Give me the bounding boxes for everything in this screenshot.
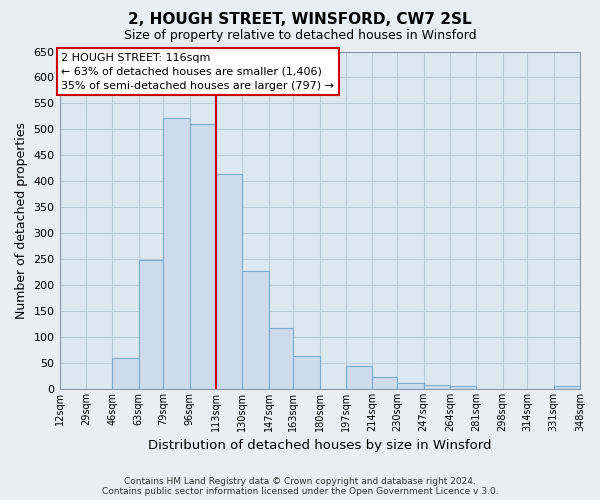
Bar — [163, 118, 190, 389]
Text: 2, HOUGH STREET, WINSFORD, CW7 2SL: 2, HOUGH STREET, WINSFORD, CW7 2SL — [128, 12, 472, 28]
X-axis label: Distribution of detached houses by size in Winsford: Distribution of detached houses by size … — [148, 440, 491, 452]
Bar — [216, 174, 242, 389]
Bar — [346, 366, 373, 389]
Y-axis label: Number of detached properties: Number of detached properties — [15, 122, 28, 319]
Text: Contains HM Land Registry data © Crown copyright and database right 2024.: Contains HM Land Registry data © Crown c… — [124, 477, 476, 486]
Bar — [242, 270, 269, 389]
Text: Size of property relative to detached houses in Winsford: Size of property relative to detached ho… — [124, 29, 476, 42]
Bar — [397, 383, 424, 389]
Bar — [554, 386, 580, 389]
Bar — [293, 356, 320, 389]
Bar — [112, 358, 139, 389]
Bar — [373, 377, 397, 389]
Text: Contains public sector information licensed under the Open Government Licence v : Contains public sector information licen… — [101, 487, 499, 496]
Text: 2 HOUGH STREET: 116sqm
← 63% of detached houses are smaller (1,406)
35% of semi-: 2 HOUGH STREET: 116sqm ← 63% of detached… — [61, 52, 334, 90]
Bar — [269, 328, 293, 389]
Bar — [450, 386, 476, 389]
Bar — [424, 385, 450, 389]
Bar — [190, 124, 216, 389]
Bar — [139, 260, 163, 389]
